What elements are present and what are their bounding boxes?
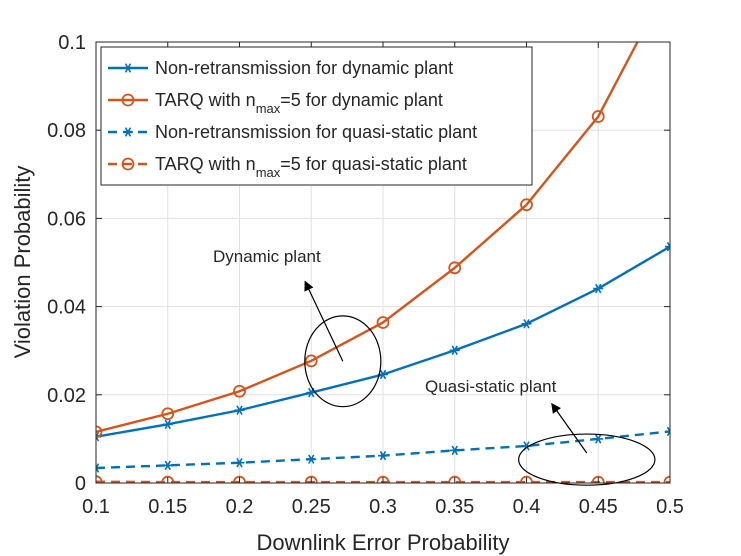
legend-label: TARQ with nmax=5 for quasi-static plant [155, 154, 467, 180]
asterisk-marker [665, 241, 670, 252]
y-tick-label: 0.1 [58, 32, 86, 54]
series-1 [96, 241, 670, 442]
legend-entry-3: Non-retransmission for quasi-static plan… [108, 122, 477, 142]
circle-marker [591, 110, 605, 123]
circle-marker [96, 475, 103, 483]
asterisk-marker [306, 454, 317, 464]
x-tick-label: 0.1 [82, 496, 110, 518]
asterisk-marker [378, 450, 388, 461]
circle-marker [520, 198, 533, 212]
circle-marker [121, 157, 135, 171]
circle-marker [304, 475, 318, 483]
asterisk-marker [593, 434, 604, 444]
asterisk-marker [96, 463, 101, 473]
series-3 [96, 426, 670, 473]
circle-marker [448, 261, 462, 275]
annotation-1: Dynamic plant [213, 247, 382, 408]
x-tick-label: 0.25 [292, 496, 331, 518]
legend-label: TARQ with nmax=5 for dynamic plant [155, 90, 443, 116]
series-layer [96, 42, 670, 483]
circle-marker [520, 475, 533, 483]
circle-marker [233, 475, 246, 483]
asterisk-marker [665, 426, 670, 437]
x-tick-label: 0.45 [579, 496, 618, 518]
annotation-2: Quasi-static plant [425, 377, 656, 486]
asterisk-marker [521, 319, 532, 329]
legend-entry-2: TARQ with nmax=5 for dynamic plant [108, 90, 443, 116]
annotation-ellipse [304, 315, 382, 408]
y-tick-label: 0.04 [47, 297, 86, 319]
annotation-label: Dynamic plant [213, 247, 321, 266]
asterisk-marker [449, 445, 460, 456]
x-tick-label: 0.4 [513, 496, 541, 518]
x-tick-label: 0.2 [226, 496, 254, 518]
axis-ticks: 0.1 0.15 0.2 0.25 0.3 0.35 0.4 0.45 0.5 0 0.02 0.04… [47, 32, 684, 518]
legend-box [100, 46, 533, 186]
legend-entry-1: Non-retransmission for dynamic plant [108, 58, 453, 78]
y-tick-label: 0.08 [47, 120, 86, 142]
annotation-arrow [551, 402, 588, 454]
asterisk-marker [593, 283, 604, 294]
annotation-label: Quasi-static plant [425, 377, 557, 396]
x-tick-label: 0.5 [656, 496, 684, 518]
x-axis-label: Downlink Error Probability [256, 530, 509, 555]
y-tick-label: 0.02 [47, 385, 86, 407]
legend: Non-retransmission for dynamic plant TARQ… [100, 46, 533, 186]
circle-marker [304, 354, 318, 368]
circle-marker [161, 407, 175, 421]
series-line [96, 42, 639, 434]
circle-marker [376, 475, 390, 483]
y-axis-label: Violation Probability [10, 166, 35, 359]
asterisk-marker [162, 460, 173, 471]
asterisk-marker [234, 405, 245, 415]
circle-marker [376, 316, 390, 329]
legend-label: Non-retransmission for quasi-static plan… [155, 122, 477, 142]
annotation-layer: Dynamic plant Quasi-static plant [213, 247, 656, 486]
annotation-ellipse [518, 433, 656, 486]
circle-marker [663, 475, 670, 483]
series-2 [96, 42, 639, 439]
asterisk-marker [123, 63, 133, 73]
x-tick-label: 0.15 [148, 496, 187, 518]
annotation-arrow [304, 280, 344, 362]
asterisk-marker [123, 127, 133, 137]
circle-marker [121, 93, 135, 107]
y-tick-label: 0 [75, 473, 86, 495]
y-tick-label: 0.06 [47, 208, 86, 230]
x-tick-label: 0.35 [435, 496, 474, 518]
circle-marker [448, 475, 462, 483]
circle-marker [233, 384, 246, 398]
asterisk-marker [234, 457, 245, 468]
circle-marker [96, 425, 103, 439]
asterisk-marker [162, 419, 173, 430]
x-tick-label: 0.3 [369, 496, 397, 518]
circle-marker [591, 475, 605, 483]
legend-label: Non-retransmission for dynamic plant [155, 58, 453, 78]
circle-marker [161, 475, 175, 483]
legend-entry-4: TARQ with nmax=5 for quasi-static plant [108, 154, 467, 180]
asterisk-marker [449, 345, 460, 355]
